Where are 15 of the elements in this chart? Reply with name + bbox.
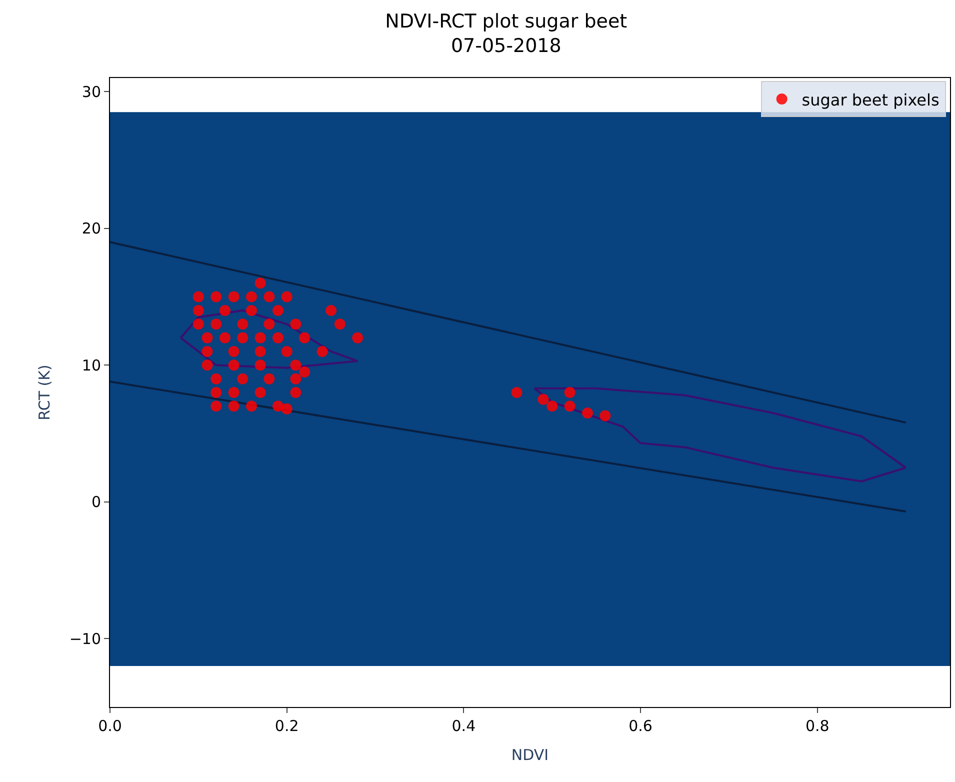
y-tick-label: 30 [82, 82, 101, 101]
chart-title: NDVI-RCT plot sugar beet [385, 10, 628, 32]
x-tick-label: 0.4 [452, 717, 476, 735]
legend-label: sugar beet pixels [802, 90, 940, 110]
x-tick-label: 0.8 [805, 717, 830, 735]
x-axis-title: NDVI [511, 746, 549, 764]
x-tick-label: 0.6 [628, 717, 652, 735]
y-tick-label: 10 [82, 356, 101, 374]
y-tick-label: 20 [82, 220, 101, 238]
y-tick-label: −10 [69, 630, 101, 648]
x-tick-label: 0.2 [274, 717, 299, 735]
x-tick-label: 0.0 [98, 717, 122, 735]
chart-subtitle: 07-05-2018 [450, 35, 562, 58]
y-axis-title: RCT (K) [36, 364, 54, 420]
y-tick-label: 0 [91, 493, 101, 512]
